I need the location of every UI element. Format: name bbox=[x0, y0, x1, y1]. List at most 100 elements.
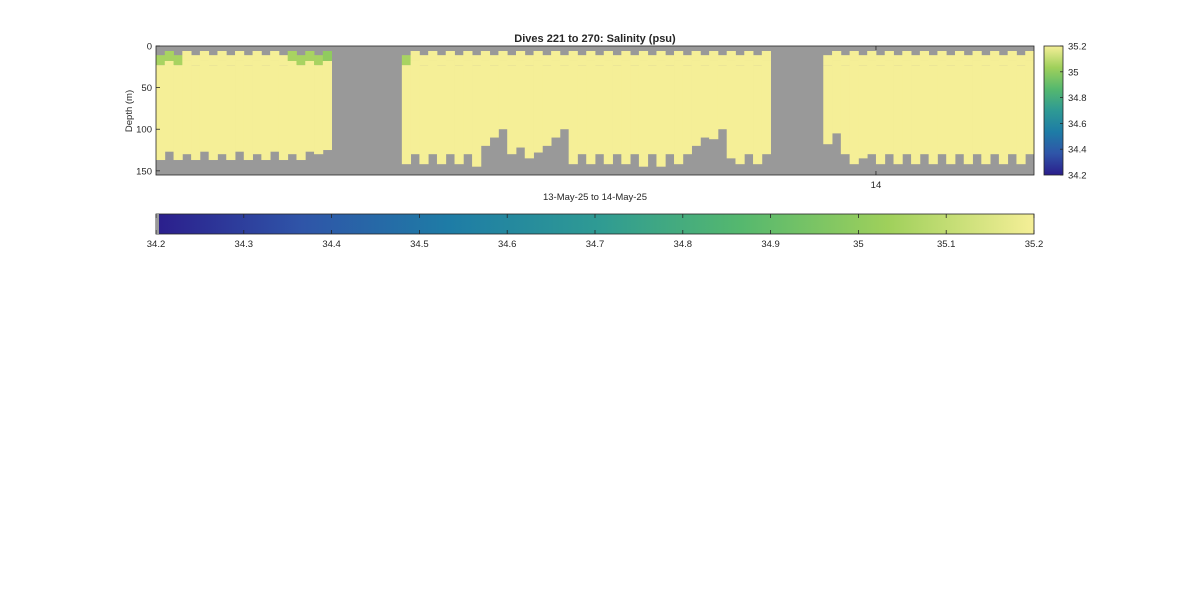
heatmap-cell bbox=[454, 65, 464, 165]
heatmap-cell bbox=[726, 50, 736, 61]
colorbar-right-tick-label: 34.6 bbox=[1068, 119, 1087, 130]
heatmap-cell bbox=[990, 50, 1000, 61]
heatmap-cell bbox=[937, 50, 947, 61]
heatmap-cell bbox=[559, 65, 570, 130]
heatmap-cell bbox=[946, 55, 956, 66]
y-tick-label: 0 bbox=[147, 42, 152, 53]
heatmap-cell bbox=[911, 65, 921, 165]
heatmap-cell bbox=[252, 50, 262, 61]
heatmap-cell bbox=[717, 55, 728, 66]
heatmap-cell bbox=[199, 60, 210, 152]
heatmap-cell bbox=[173, 55, 183, 66]
y-tick-label: 100 bbox=[136, 125, 152, 136]
heatmap-cell bbox=[1007, 60, 1017, 155]
heatmap-cell bbox=[726, 60, 736, 159]
heatmap-cell bbox=[182, 50, 192, 61]
heatmap-cell bbox=[665, 65, 675, 155]
heatmap-cell bbox=[674, 50, 684, 61]
heatmap-cell bbox=[717, 65, 728, 130]
heatmap-cell bbox=[981, 65, 991, 165]
heatmap-cell bbox=[191, 65, 201, 161]
heatmap-cell bbox=[305, 50, 315, 61]
heatmap-cell bbox=[551, 50, 561, 61]
colorbar-bottom: 34.2 34.3 34.4 34.5 34.6 34.7 34.8 34.9 35 35.1 35… bbox=[147, 213, 1043, 250]
heatmap-cell bbox=[621, 60, 631, 165]
heatmap-cell bbox=[946, 65, 956, 165]
heatmap-cell bbox=[840, 65, 851, 155]
heatmap-cell bbox=[647, 65, 657, 155]
chart-title: Dives 221 to 270: Salinity (psu) bbox=[514, 33, 676, 45]
heatmap-cell bbox=[577, 65, 587, 155]
heatmap-cell bbox=[515, 60, 526, 148]
heatmap-cell bbox=[226, 55, 236, 66]
heatmap-cell bbox=[419, 55, 429, 66]
x-axis-label: 13-May-25 to 14-May-25 bbox=[543, 192, 647, 203]
heatmap-cell bbox=[858, 55, 868, 66]
x-tick-label: 14 bbox=[871, 180, 882, 191]
colorbar-right-tick-label: 34.4 bbox=[1068, 145, 1087, 156]
heatmap-cell bbox=[445, 50, 455, 61]
heatmap-cell bbox=[595, 55, 605, 66]
colorbar-right: 35.2 35 34.8 34.6 34.4 34.2 bbox=[1043, 42, 1087, 182]
heatmap-cell bbox=[735, 65, 745, 165]
heatmap-cell bbox=[322, 50, 332, 61]
heatmap-cell bbox=[199, 50, 210, 61]
heatmap-cell bbox=[164, 50, 174, 61]
heatmap-cell bbox=[753, 55, 763, 66]
heatmap-cell bbox=[954, 50, 965, 61]
heatmap-cell bbox=[480, 50, 491, 61]
heatmap-cell bbox=[243, 65, 253, 161]
heatmap-cell bbox=[524, 65, 534, 159]
y-tick-label: 50 bbox=[141, 83, 152, 94]
heatmap-cell bbox=[1025, 60, 1035, 155]
x-axis: 14 bbox=[871, 46, 882, 191]
heatmap-cell bbox=[858, 65, 868, 159]
colorbar-bottom-tick-label: 34.3 bbox=[235, 239, 254, 250]
heatmap-cell bbox=[840, 55, 851, 66]
colorbar-right-tick-label: 35 bbox=[1068, 67, 1079, 78]
heatmap-cell bbox=[542, 65, 552, 146]
colorbar-bottom-tick-label: 34.7 bbox=[586, 239, 605, 250]
heatmap-cell bbox=[498, 60, 508, 130]
colorbar-bottom-tick-label: 34.4 bbox=[322, 239, 341, 250]
heatmap-cell bbox=[261, 55, 271, 66]
heatmap-cell bbox=[296, 55, 306, 66]
heatmap-cell bbox=[217, 60, 227, 155]
heatmap-cell bbox=[1007, 50, 1017, 61]
heatmap-cell bbox=[472, 55, 482, 66]
heatmap-cell bbox=[507, 55, 517, 66]
heatmap-cell bbox=[270, 60, 280, 152]
heatmap-cell bbox=[963, 65, 973, 165]
y-tick-label: 150 bbox=[136, 166, 152, 177]
heatmap-cell bbox=[278, 55, 289, 66]
heatmap-cell bbox=[823, 55, 833, 66]
heatmap-cell bbox=[533, 50, 543, 61]
heatmap-cell bbox=[893, 55, 903, 66]
heatmap-cell bbox=[428, 50, 438, 61]
heatmap-cell bbox=[761, 50, 771, 61]
heatmap-cell bbox=[568, 50, 578, 61]
heatmap-cell bbox=[322, 60, 332, 151]
heatmap-cell bbox=[314, 65, 324, 155]
colorbar-bottom-tick-label: 35 bbox=[853, 239, 864, 250]
heatmap-cell bbox=[226, 65, 236, 161]
heatmap-cell bbox=[691, 60, 701, 146]
heatmap-cell bbox=[884, 50, 894, 61]
heatmap-cell bbox=[919, 50, 930, 61]
colorbar-right-tick-label: 35.2 bbox=[1068, 42, 1087, 53]
heatmap-cell bbox=[235, 50, 245, 61]
heatmap-cell bbox=[559, 55, 570, 66]
heatmap-cell bbox=[287, 60, 297, 155]
heatmap-cell bbox=[278, 65, 289, 161]
heatmap-cell bbox=[586, 50, 596, 61]
heatmap-cell bbox=[472, 65, 482, 167]
heatmap-cell bbox=[691, 50, 701, 61]
heatmap-cell bbox=[445, 60, 455, 155]
colorbar-bottom-tick-label: 34.9 bbox=[761, 239, 780, 250]
heatmap-cell bbox=[436, 55, 447, 66]
heatmap-cell bbox=[990, 60, 1000, 155]
heatmap-cell bbox=[428, 60, 438, 155]
heatmap-cell bbox=[963, 55, 973, 66]
colorbar-right-gradient bbox=[1043, 45, 1064, 176]
heatmap-cell bbox=[656, 50, 666, 61]
